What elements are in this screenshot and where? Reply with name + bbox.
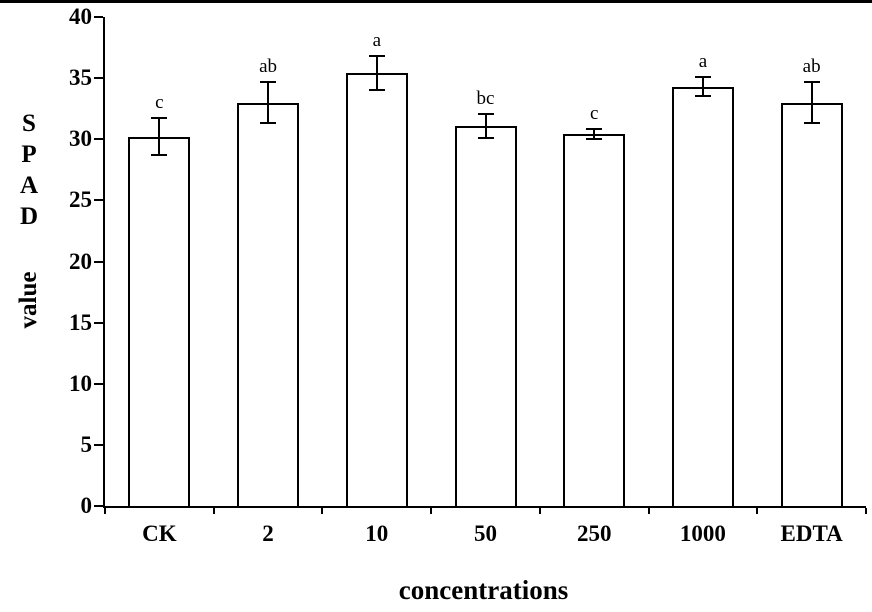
top-rule (0, 0, 872, 3)
error-bar-cap-bottom (368, 89, 385, 92)
significance-label: c (589, 103, 599, 125)
significance-label: ab (259, 55, 278, 77)
significance-label: ab (802, 55, 821, 77)
x-tick-mark (538, 508, 541, 514)
bar (128, 136, 191, 506)
error-bar-line (267, 81, 270, 124)
x-tick-mark (756, 508, 759, 514)
y-tick-label: 10 (69, 370, 92, 396)
y-axis-title-letter: D (19, 203, 39, 230)
error-bar-cap-top (260, 80, 277, 83)
y-tick-mark (94, 321, 103, 324)
error-bar-cap-bottom (477, 137, 494, 140)
bar (454, 125, 517, 506)
error-bar-cap-top (151, 117, 168, 120)
bar (563, 134, 626, 506)
error-bar-line (593, 129, 596, 140)
error-bar-cap-top (694, 75, 711, 78)
bar (671, 86, 734, 506)
y-tick-label: 30 (69, 126, 92, 152)
y-tick-mark (94, 77, 103, 80)
x-tick-label: 1000 (679, 521, 726, 546)
y-tick-label: 5 (80, 431, 93, 457)
x-tick-label: EDTA (780, 521, 843, 546)
y-tick-label: 25 (69, 187, 92, 213)
x-tick-mark (212, 508, 215, 514)
x-tick-label: 2 (262, 521, 274, 546)
bar (780, 102, 843, 506)
significance-label: a (698, 50, 708, 72)
x-tick-mark (647, 508, 650, 514)
y-axis-title-letter: A (19, 172, 39, 199)
x-tick-label: 50 (473, 521, 497, 546)
y-tick-mark (94, 16, 103, 18)
error-bar-line (701, 76, 704, 97)
error-bar-cap-bottom (260, 122, 277, 125)
y-tick-label: 40 (69, 4, 92, 29)
error-bar-cap-bottom (803, 122, 820, 125)
error-bar-cap-top (803, 80, 820, 83)
x-tick-mark (321, 508, 324, 514)
significance-label: bc (476, 87, 495, 109)
y-axis-title-letter: S (22, 110, 36, 137)
y-tick-mark (94, 138, 103, 141)
plot-area: c ab a bc c a ab (103, 17, 866, 508)
y-tick-mark (94, 260, 103, 263)
y-tick-mark (94, 382, 103, 385)
error-bar-line (158, 118, 161, 156)
error-bar-cap-bottom (586, 138, 603, 141)
y-tick-mark (94, 199, 103, 202)
error-bar-cap-top (586, 128, 603, 131)
x-tick-mark (865, 508, 867, 514)
error-bar-cap-top (368, 55, 385, 58)
y-tick-mark (94, 505, 103, 507)
error-bar-cap-top (477, 112, 494, 115)
x-axis-title: concentrations (398, 575, 569, 605)
error-bar-cap-bottom (694, 95, 711, 98)
y-tick-label: 35 (69, 65, 92, 91)
error-bar-cap-bottom (151, 154, 168, 157)
x-tick-label: CK (142, 521, 177, 546)
y-axis-title-letter: P (21, 141, 37, 168)
x-tick-mark (104, 508, 106, 514)
error-bar-line (810, 81, 813, 124)
significance-label: a (372, 30, 381, 52)
x-tick-label: 10 (365, 521, 389, 546)
significance-label: c (155, 92, 164, 114)
y-tick-label: 20 (69, 248, 92, 274)
bar (237, 102, 300, 506)
y-tick-label: 0 (80, 493, 93, 518)
error-bar-line (375, 56, 378, 91)
x-tick-mark (430, 508, 433, 514)
error-bar-line (484, 113, 487, 139)
y-tick-mark (94, 443, 103, 446)
bar (345, 73, 408, 506)
x-tick-label: 250 (576, 521, 612, 546)
y-tick-label: 15 (69, 309, 92, 335)
